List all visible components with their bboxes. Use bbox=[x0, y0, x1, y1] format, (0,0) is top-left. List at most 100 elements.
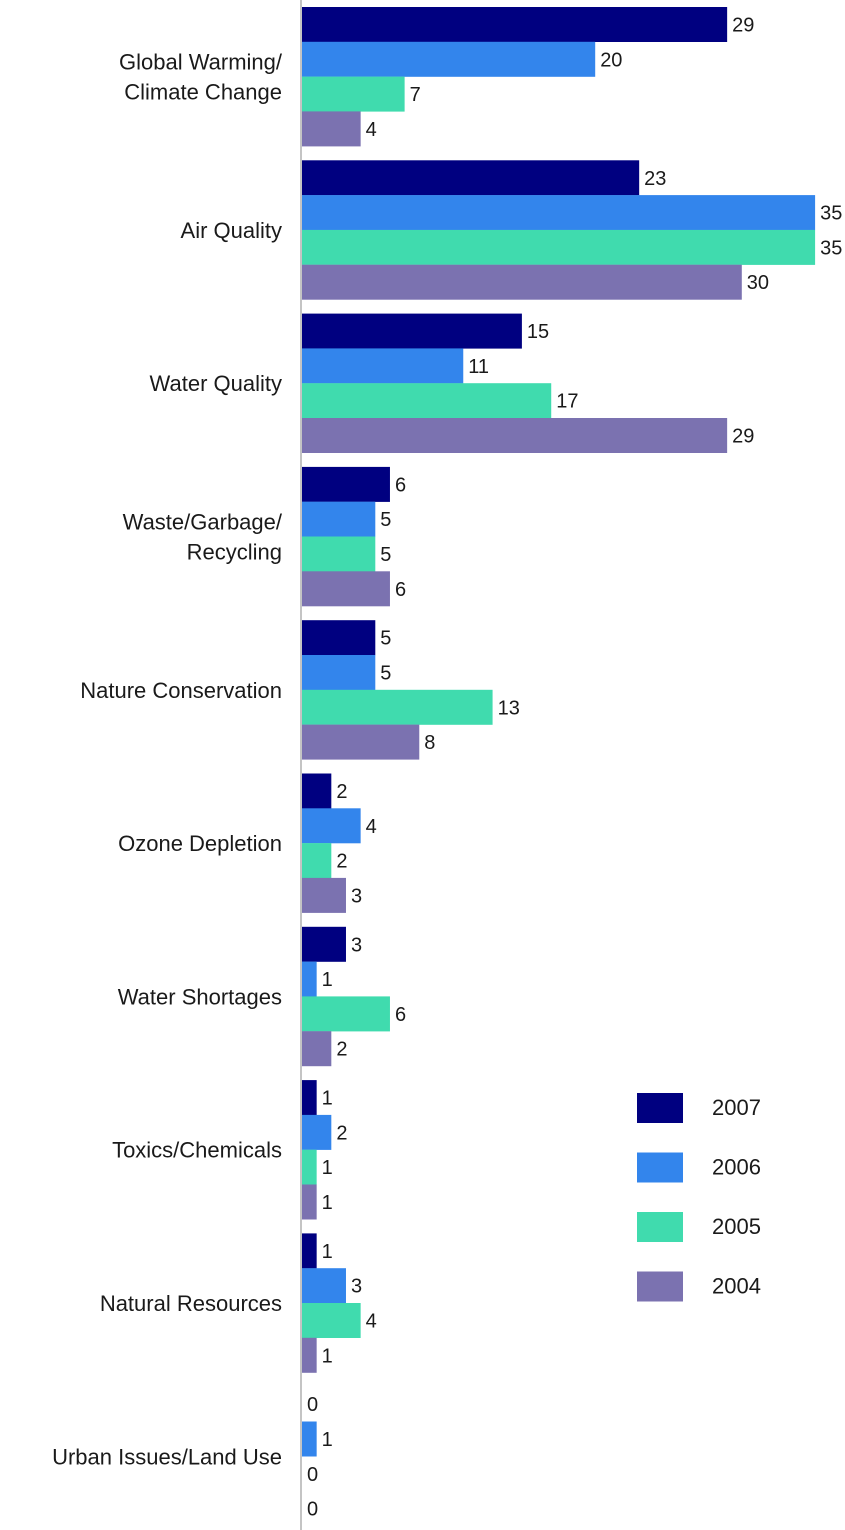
data-label: 1 bbox=[322, 1088, 333, 1110]
bar-2005 bbox=[302, 1303, 361, 1338]
category-label-line: Air Quality bbox=[181, 218, 282, 243]
bar-2006 bbox=[302, 41, 596, 77]
bar-2005 bbox=[302, 229, 816, 265]
data-label: 1 bbox=[322, 969, 333, 991]
legend-label: 2006 bbox=[712, 1155, 761, 1180]
bar-2004 bbox=[302, 877, 346, 913]
category-label: Air Quality bbox=[181, 218, 282, 243]
data-label: 3 bbox=[351, 1276, 362, 1298]
category-label: Toxics/Chemicals bbox=[112, 1138, 282, 1163]
bar-2006 bbox=[302, 655, 376, 690]
bar-2005 bbox=[302, 76, 405, 112]
data-label: 20 bbox=[600, 49, 622, 71]
data-label: 0 bbox=[307, 1464, 318, 1486]
bar-2007 bbox=[302, 1233, 317, 1269]
data-label: 5 bbox=[380, 509, 391, 531]
data-label: 5 bbox=[380, 544, 391, 566]
data-label: 11 bbox=[468, 356, 489, 378]
category-label-line: Recycling bbox=[187, 540, 282, 565]
category-label: Nature Conservation bbox=[80, 678, 282, 703]
category-label-line: Water Quality bbox=[150, 371, 282, 396]
data-label: 3 bbox=[351, 885, 362, 907]
bar-2007 bbox=[302, 1080, 317, 1116]
category-label: Global Warming/Climate Change bbox=[119, 50, 283, 105]
bar-2007 bbox=[302, 466, 390, 502]
data-label: 15 bbox=[527, 321, 549, 343]
bar-2004 bbox=[302, 264, 742, 300]
bar-2007 bbox=[302, 773, 332, 809]
category-label-line: Toxics/Chemicals bbox=[112, 1138, 282, 1163]
category-label: Ozone Depletion bbox=[118, 831, 282, 856]
legend-swatch-2006 bbox=[637, 1152, 683, 1183]
bar-2006 bbox=[302, 1421, 317, 1457]
data-label: 4 bbox=[366, 816, 377, 838]
legend-swatch-2005 bbox=[637, 1212, 683, 1242]
data-label: 5 bbox=[380, 663, 391, 685]
legend-swatch-2004 bbox=[637, 1271, 683, 1302]
bar-2004 bbox=[302, 418, 728, 453]
bar-2007 bbox=[302, 7, 728, 42]
data-label: 3 bbox=[351, 934, 362, 956]
data-label: 6 bbox=[395, 579, 406, 601]
data-label: 17 bbox=[556, 391, 578, 413]
bar-2004 bbox=[302, 724, 420, 760]
data-label: 23 bbox=[644, 168, 666, 190]
category-label: Water Shortages bbox=[118, 984, 282, 1009]
category-label-line: Climate Change bbox=[124, 80, 282, 105]
category-label: Natural Resources bbox=[100, 1291, 282, 1316]
data-label: 0 bbox=[307, 1499, 318, 1521]
category-label-line: Ozone Depletion bbox=[118, 831, 282, 856]
legend-swatch-2007 bbox=[637, 1093, 683, 1123]
category-label: Urban Issues/Land Use bbox=[52, 1444, 282, 1469]
bar-2004 bbox=[302, 1031, 332, 1067]
data-label: 2 bbox=[336, 781, 347, 803]
data-label: 29 bbox=[732, 15, 754, 37]
bar-2005 bbox=[302, 383, 552, 419]
bar-2005 bbox=[302, 996, 390, 1032]
data-label: 35 bbox=[820, 203, 842, 225]
bar-2004 bbox=[302, 571, 390, 607]
bar-2006 bbox=[302, 1114, 332, 1150]
data-label: 6 bbox=[395, 474, 406, 496]
data-label: 0 bbox=[307, 1394, 318, 1416]
data-label: 1 bbox=[322, 1345, 333, 1367]
data-label: 1 bbox=[322, 1241, 333, 1263]
bar-2006 bbox=[302, 808, 361, 844]
bar-2005 bbox=[302, 536, 376, 572]
legend: 2007 2006 2005 2004 bbox=[637, 1093, 761, 1302]
data-label: 13 bbox=[498, 697, 520, 719]
data-label: 1 bbox=[322, 1192, 333, 1214]
category-label-line: Global Warming/ bbox=[119, 50, 283, 75]
bar-2006 bbox=[302, 961, 317, 997]
data-label: 30 bbox=[747, 272, 769, 294]
data-label: 5 bbox=[380, 628, 391, 650]
bar-2007 bbox=[302, 313, 522, 349]
bar-2004 bbox=[302, 1337, 317, 1373]
bar-2006 bbox=[302, 195, 816, 231]
category-label: Waste/Garbage/Recycling bbox=[123, 510, 283, 565]
category-label-line: Waste/Garbage/ bbox=[123, 510, 283, 535]
category-label-line: Water Shortages bbox=[118, 984, 282, 1009]
category-label-line: Nature Conservation bbox=[80, 678, 282, 703]
legend-label: 2004 bbox=[712, 1274, 761, 1299]
data-label: 35 bbox=[820, 237, 842, 259]
bar-2005 bbox=[302, 689, 493, 725]
bar-2007 bbox=[302, 160, 640, 196]
data-label: 29 bbox=[732, 426, 754, 448]
bar-2005 bbox=[302, 843, 332, 879]
bar-2004 bbox=[302, 111, 361, 147]
bar-2006 bbox=[302, 348, 464, 384]
bar-2005 bbox=[302, 1149, 317, 1185]
data-label: 1 bbox=[322, 1429, 333, 1451]
bar-2006 bbox=[302, 501, 376, 537]
data-label: 4 bbox=[366, 119, 377, 141]
category-label-line: Natural Resources bbox=[100, 1291, 282, 1316]
data-label: 6 bbox=[395, 1004, 406, 1026]
data-label: 2 bbox=[336, 1039, 347, 1061]
bar-2004 bbox=[302, 1184, 317, 1220]
legend-label: 2005 bbox=[712, 1214, 761, 1239]
data-label: 2 bbox=[336, 851, 347, 873]
bar-2007 bbox=[302, 926, 346, 962]
